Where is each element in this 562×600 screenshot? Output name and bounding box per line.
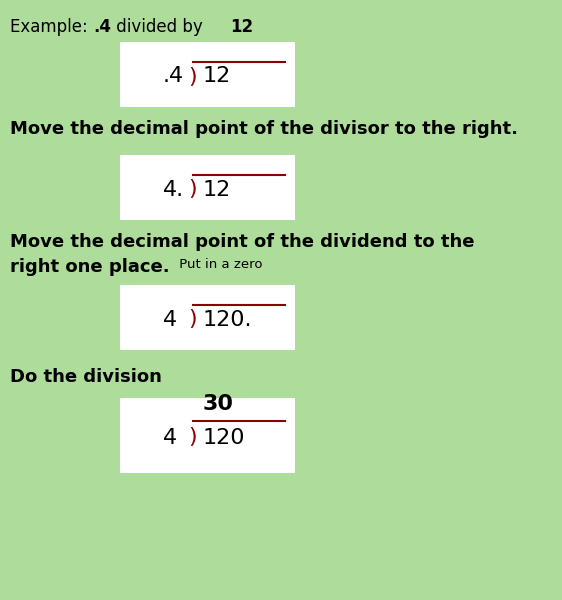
Text: ): ) [188,427,197,448]
Text: ): ) [188,310,197,329]
Text: 120.: 120. [203,310,252,329]
Bar [120,42,295,107]
Text: Do the division: Do the division [10,368,162,386]
Text: right one place.: right one place. [10,258,170,276]
Bar [120,285,295,350]
Text: 4: 4 [163,310,184,329]
Text: 4: 4 [163,427,184,448]
Text: 12: 12 [203,67,231,86]
Text: ): ) [188,67,197,86]
Text: .4: .4 [163,67,184,86]
Text: 120: 120 [203,427,246,448]
Text: Example:: Example: [10,18,98,36]
Text: .4: .4 [93,18,111,36]
Bar [120,398,295,473]
Text: 12: 12 [230,18,253,36]
Text: Move the decimal point of the dividend to the: Move the decimal point of the dividend t… [10,233,474,251]
Text: Put in a zero: Put in a zero [175,258,262,271]
Text: 4.: 4. [163,179,184,199]
Text: divided by: divided by [111,18,208,36]
Text: ): ) [188,179,197,199]
Text: 12: 12 [203,179,231,199]
Text: 30: 30 [203,395,234,415]
Text: Move the decimal point of the divisor to the right.: Move the decimal point of the divisor to… [10,120,518,138]
Bar [120,155,295,220]
